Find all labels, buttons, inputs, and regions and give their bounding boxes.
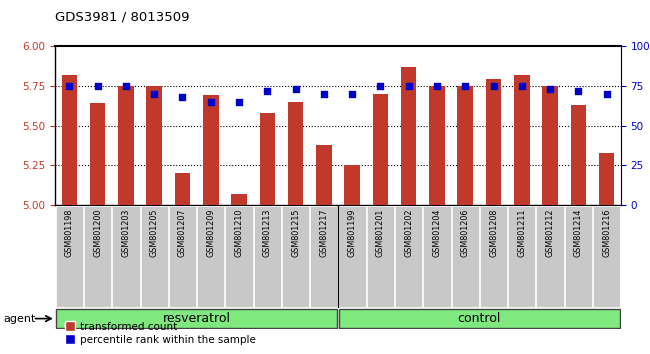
Point: [291, 86, 301, 92]
Point: [149, 91, 159, 97]
FancyBboxPatch shape: [56, 206, 83, 307]
Point: [318, 91, 329, 97]
FancyBboxPatch shape: [395, 206, 422, 307]
Point: [205, 99, 216, 105]
FancyBboxPatch shape: [367, 206, 394, 307]
FancyBboxPatch shape: [112, 206, 140, 307]
Point: [460, 83, 471, 88]
Text: GSM801213: GSM801213: [263, 209, 272, 257]
Text: GSM801210: GSM801210: [235, 209, 244, 257]
Point: [92, 83, 103, 88]
Text: GSM801209: GSM801209: [206, 209, 215, 257]
FancyBboxPatch shape: [508, 206, 536, 307]
Point: [404, 83, 414, 88]
Point: [375, 83, 385, 88]
Bar: [288, 102, 304, 205]
Bar: [344, 165, 360, 205]
Text: GSM801206: GSM801206: [461, 209, 470, 257]
Text: GSM801204: GSM801204: [432, 209, 441, 257]
FancyBboxPatch shape: [254, 206, 281, 307]
Text: GSM801200: GSM801200: [93, 209, 102, 257]
FancyBboxPatch shape: [226, 206, 253, 307]
Text: GSM801203: GSM801203: [122, 209, 131, 257]
Bar: [203, 95, 218, 205]
Bar: [372, 94, 388, 205]
Text: agent: agent: [3, 314, 36, 324]
FancyBboxPatch shape: [310, 206, 337, 307]
Bar: [429, 86, 445, 205]
Text: GSM801211: GSM801211: [517, 209, 526, 257]
Point: [121, 83, 131, 88]
Point: [573, 88, 584, 93]
Bar: [118, 86, 134, 205]
Text: GSM801208: GSM801208: [489, 209, 498, 257]
Bar: [259, 113, 275, 205]
Bar: [599, 153, 614, 205]
Point: [432, 83, 442, 88]
Bar: [486, 79, 501, 205]
Text: GSM801199: GSM801199: [348, 209, 357, 257]
Text: GSM801198: GSM801198: [65, 209, 74, 257]
FancyBboxPatch shape: [339, 309, 620, 328]
Point: [64, 83, 75, 88]
Text: GDS3981 / 8013509: GDS3981 / 8013509: [55, 10, 190, 23]
Text: GSM801207: GSM801207: [178, 209, 187, 257]
FancyBboxPatch shape: [536, 206, 564, 307]
FancyBboxPatch shape: [197, 206, 224, 307]
FancyBboxPatch shape: [339, 206, 366, 307]
Point: [262, 88, 272, 93]
Bar: [514, 75, 530, 205]
FancyBboxPatch shape: [84, 206, 111, 307]
FancyBboxPatch shape: [593, 206, 620, 307]
Point: [488, 83, 499, 88]
Text: GSM801214: GSM801214: [574, 209, 583, 257]
Text: control: control: [458, 312, 501, 325]
Text: GSM801205: GSM801205: [150, 209, 159, 257]
Text: GSM801217: GSM801217: [319, 209, 328, 257]
Bar: [146, 86, 162, 205]
FancyBboxPatch shape: [169, 206, 196, 307]
FancyBboxPatch shape: [282, 206, 309, 307]
FancyBboxPatch shape: [565, 206, 592, 307]
Point: [517, 83, 527, 88]
FancyBboxPatch shape: [423, 206, 450, 307]
Legend: transformed count, percentile rank within the sample: transformed count, percentile rank withi…: [60, 317, 260, 349]
FancyBboxPatch shape: [140, 206, 168, 307]
Text: GSM801215: GSM801215: [291, 209, 300, 257]
Bar: [316, 145, 332, 205]
Point: [347, 91, 358, 97]
Bar: [571, 105, 586, 205]
FancyBboxPatch shape: [480, 206, 507, 307]
Text: GSM801216: GSM801216: [602, 209, 611, 257]
Bar: [175, 173, 190, 205]
Point: [177, 94, 188, 100]
Bar: [542, 86, 558, 205]
Bar: [231, 194, 247, 205]
Text: GSM801201: GSM801201: [376, 209, 385, 257]
Bar: [401, 67, 417, 205]
Point: [234, 99, 244, 105]
Bar: [90, 103, 105, 205]
Point: [601, 91, 612, 97]
Point: [545, 86, 555, 92]
FancyBboxPatch shape: [56, 309, 337, 328]
Text: GSM801212: GSM801212: [545, 209, 554, 257]
Bar: [458, 86, 473, 205]
Bar: [62, 75, 77, 205]
Text: GSM801202: GSM801202: [404, 209, 413, 257]
FancyBboxPatch shape: [452, 206, 479, 307]
Text: resveratrol: resveratrol: [162, 312, 231, 325]
